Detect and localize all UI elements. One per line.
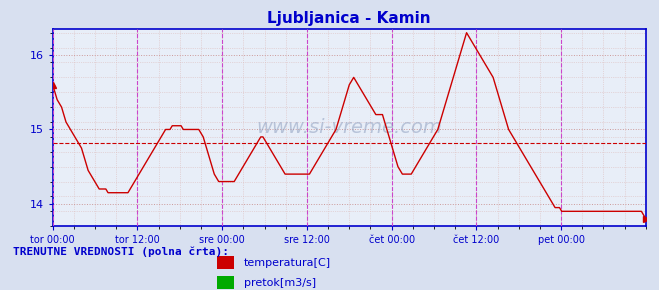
Text: www.si-vreme.com: www.si-vreme.com — [256, 118, 442, 137]
Text: pretok[m3/s]: pretok[m3/s] — [244, 278, 316, 288]
FancyBboxPatch shape — [217, 256, 234, 269]
Text: temperatura[C]: temperatura[C] — [244, 258, 331, 268]
Text: TRENUTNE VREDNOSTI (polna črta):: TRENUTNE VREDNOSTI (polna črta): — [13, 246, 229, 257]
Title: Ljubljanica - Kamin: Ljubljanica - Kamin — [268, 11, 431, 26]
FancyBboxPatch shape — [217, 276, 234, 289]
